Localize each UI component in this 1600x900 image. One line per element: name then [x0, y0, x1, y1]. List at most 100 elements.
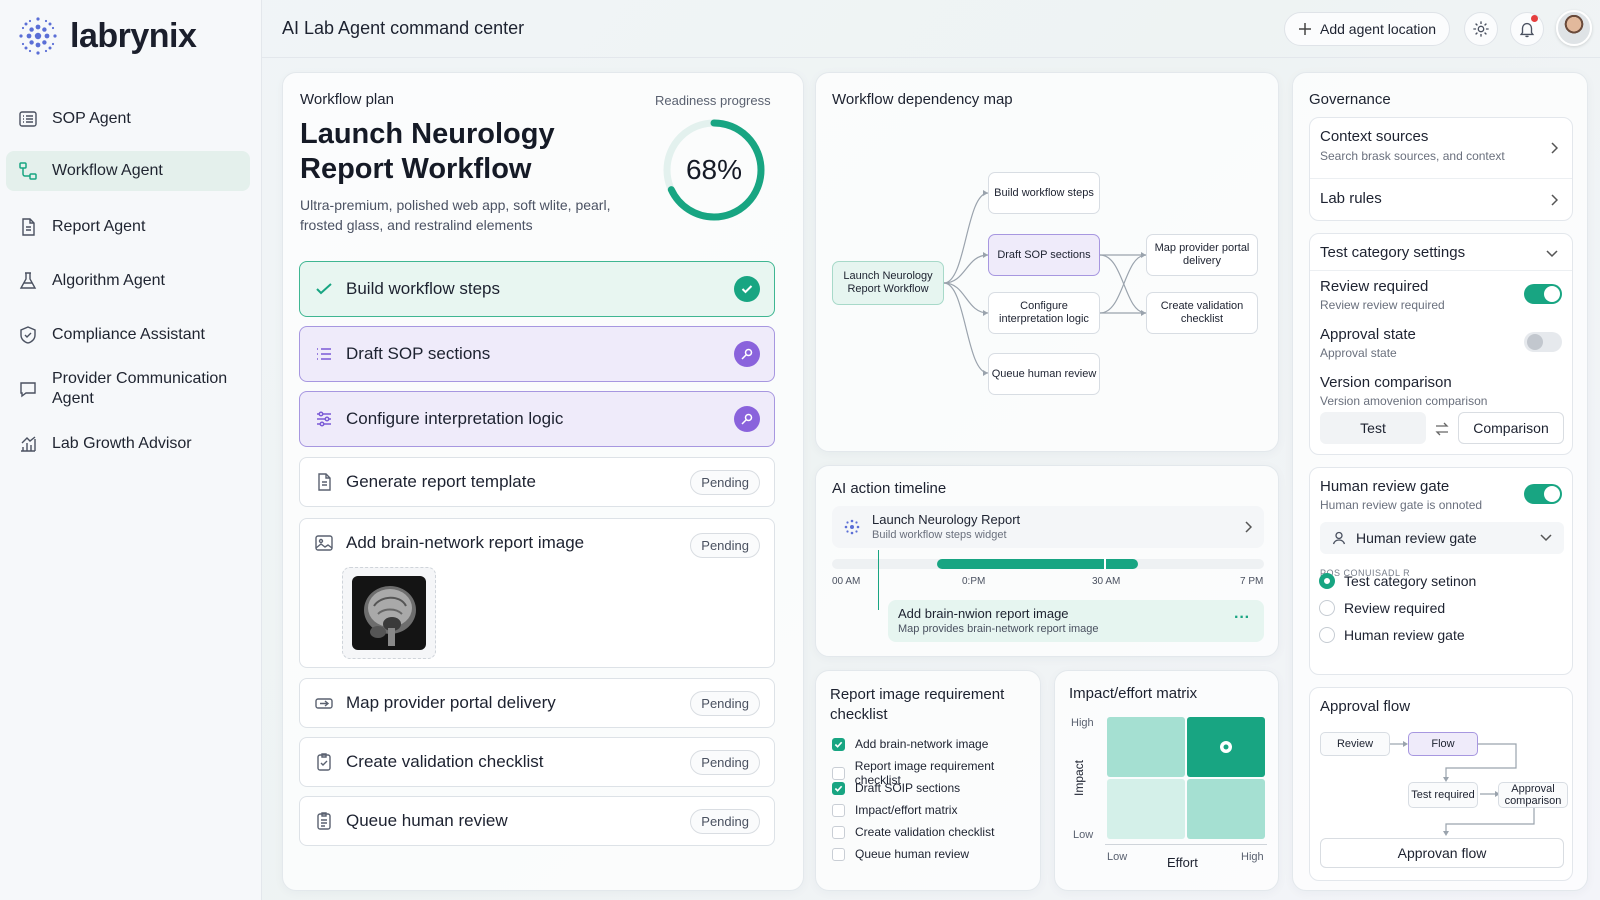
checklist-item[interactable]: Queue human review: [832, 847, 969, 861]
brain-mri-thumbnail[interactable]: [342, 567, 436, 659]
context-card: Context sources Search brask sources, an…: [1309, 117, 1573, 221]
step-queue-human-review[interactable]: Queue human review Pending: [299, 796, 775, 846]
ai-action-timeline-panel: AI action timeline Launch Neurology Repo…: [815, 465, 1279, 657]
step-build-workflow-steps[interactable]: Build workflow steps: [299, 261, 775, 317]
step-configure-interpretation-logic[interactable]: Configure interpretation logic: [299, 391, 775, 447]
checkbox-checked[interactable]: [832, 737, 845, 751]
radio-selected[interactable]: [1319, 573, 1335, 589]
settings-button[interactable]: [1464, 12, 1498, 46]
sidebar-item-lab-growth-advisor[interactable]: Lab Growth Advisor: [6, 425, 250, 463]
radio-test-category[interactable]: Test category setinon: [1319, 573, 1476, 589]
flow-node-approval-comparison[interactable]: Approval comparison: [1498, 782, 1568, 808]
human-gate-subtitle: Human review gate is onnoted: [1320, 498, 1483, 512]
checklist-item[interactable]: Draft SOIP sections: [832, 781, 960, 795]
matrix-x-axis: [1105, 844, 1267, 845]
agent-working-icon: [734, 341, 760, 367]
more-options-button[interactable]: ···: [1234, 609, 1250, 626]
matrix-x-axis-label: Effort: [1167, 855, 1198, 870]
dependency-node-configure[interactable]: Configure interpretation logic: [988, 292, 1100, 334]
comparison-button[interactable]: Comparison: [1458, 412, 1564, 444]
radio-human-review-gate[interactable]: Human review gate: [1319, 627, 1465, 643]
sidebar-item-label: Lab Growth Advisor: [52, 435, 192, 452]
checklist-item[interactable]: Create validation checklist: [832, 825, 994, 839]
dependency-node-draft-sop[interactable]: Draft SOP sections: [988, 234, 1100, 276]
pos-label: POS CONUISADL R: [1320, 568, 1411, 578]
sidebar-item-label: Provider Communication Agent: [52, 370, 228, 407]
radio-review-required[interactable]: Review required: [1319, 600, 1445, 616]
context-sources-row[interactable]: Context sources Search brask sources, an…: [1320, 128, 1562, 172]
sidebar-item-algorithm-agent[interactable]: Algorithm Agent: [6, 262, 250, 300]
approval-flow-button[interactable]: Approvan flow: [1320, 838, 1564, 868]
matrix-cell-high-low[interactable]: [1107, 717, 1185, 777]
chat-icon: [20, 382, 36, 398]
checkbox-checked[interactable]: [832, 781, 845, 795]
review-required-toggle[interactable]: [1524, 284, 1562, 304]
lab-rules-row[interactable]: Lab rules: [1320, 186, 1562, 214]
test-button[interactable]: Test: [1320, 412, 1426, 444]
add-agent-location-button[interactable]: Add agent location: [1284, 12, 1450, 46]
brand-logo[interactable]: labrynix: [14, 12, 197, 60]
human-gate-select[interactable]: Human review gate: [1320, 522, 1564, 554]
approval-flow-card: Approval flow Review Flow Test required …: [1309, 687, 1573, 881]
document-icon: [22, 218, 35, 236]
step-create-validation-checklist[interactable]: Create validation checklist Pending: [299, 737, 775, 787]
notifications-button[interactable]: [1510, 12, 1544, 46]
sidebar-item-report-agent[interactable]: Report Agent: [6, 208, 250, 246]
matrix-cell-low-high[interactable]: [1187, 779, 1265, 839]
sidebar-item-compliance-assistant[interactable]: Compliance Assistant: [6, 316, 250, 354]
dependency-map-panel: Workflow dependency map Launch Neurology…: [815, 72, 1279, 452]
approval-state-toggle[interactable]: [1524, 332, 1562, 352]
dependency-node-map-provider[interactable]: Map provider portal delivery: [1146, 234, 1258, 276]
chevron-down-icon: [1546, 250, 1558, 258]
flow-node-flow[interactable]: Flow: [1408, 732, 1478, 756]
user-avatar[interactable]: [1556, 10, 1592, 46]
radio-unselected[interactable]: [1319, 627, 1335, 643]
readiness-ring: [663, 119, 765, 221]
agent-working-icon: [734, 406, 760, 432]
timeline-event-title: Launch Neurology Report: [872, 512, 1021, 527]
radio-unselected[interactable]: [1319, 600, 1335, 616]
test-settings-title: Test category settings: [1320, 244, 1466, 261]
flow-node-review[interactable]: Review: [1320, 732, 1390, 756]
growth-chart-icon: [21, 436, 36, 452]
chevron-right-icon: [1551, 194, 1558, 206]
action-subtitle: Map provides brain-network report image: [898, 623, 1099, 635]
document-icon: [318, 473, 331, 491]
matrix-cell-low-low[interactable]: [1107, 779, 1185, 839]
checklist-item[interactable]: Report image requirement checklist: [832, 759, 1040, 787]
step-generate-report-template[interactable]: Generate report template Pending: [299, 457, 775, 507]
version-comparison-title: Version comparison: [1320, 374, 1452, 391]
radio-label: Human review gate: [1344, 627, 1465, 643]
review-required-title: Review required: [1320, 278, 1429, 295]
step-map-provider-portal-delivery[interactable]: Map provider portal delivery Pending: [299, 678, 775, 728]
gear-icon: [1473, 21, 1489, 37]
matrix-cell-high-high[interactable]: [1187, 717, 1265, 777]
matrix-x-low: Low: [1107, 851, 1128, 863]
checkbox-unchecked[interactable]: [832, 847, 845, 861]
dependency-node-queue-review[interactable]: Queue human review: [988, 353, 1100, 395]
step-add-brain-network-report-image[interactable]: Add brain-network report image Pending: [299, 518, 775, 668]
dependency-node-build[interactable]: Build workflow steps: [988, 172, 1100, 214]
flow-node-test-required[interactable]: Test required: [1408, 782, 1478, 808]
checklist-item[interactable]: Add brain-network image: [832, 737, 988, 751]
dependency-node-root[interactable]: Launch Neurology Report Workflow: [832, 261, 944, 305]
checkbox-unchecked[interactable]: [832, 825, 845, 839]
timeline-event-row[interactable]: Launch Neurology Report Build workflow s…: [832, 506, 1264, 548]
status-badge: Pending: [690, 533, 760, 558]
timeline-action-card[interactable]: Add brain-nwion report image Map provide…: [888, 600, 1264, 642]
test-category-settings-header[interactable]: Test category settings: [1320, 244, 1562, 268]
approval-state-setting: Approval state Approval state: [1320, 326, 1416, 360]
step-draft-sop-sections[interactable]: Draft SOP sections: [299, 326, 775, 382]
sidebar-item-workflow-agent[interactable]: Workflow Agent: [6, 151, 250, 191]
checkbox-unchecked[interactable]: [832, 766, 845, 780]
dependency-node-validation[interactable]: Create validation checklist: [1146, 292, 1258, 334]
timeline-connector: [878, 550, 879, 610]
approval-state-title: Approval state: [1320, 326, 1416, 343]
clipboard-check-icon: [317, 753, 331, 771]
checklist-item[interactable]: Impact/effort matrix: [832, 803, 957, 817]
human-gate-toggle[interactable]: [1524, 484, 1562, 504]
checkbox-unchecked[interactable]: [832, 803, 845, 817]
human-gate-select-value: Human review gate: [1356, 530, 1477, 546]
sidebar-item-sop-agent[interactable]: SOP Agent: [6, 100, 250, 138]
sidebar-item-provider-communication-agent[interactable]: Provider Communication Agent: [6, 364, 250, 414]
